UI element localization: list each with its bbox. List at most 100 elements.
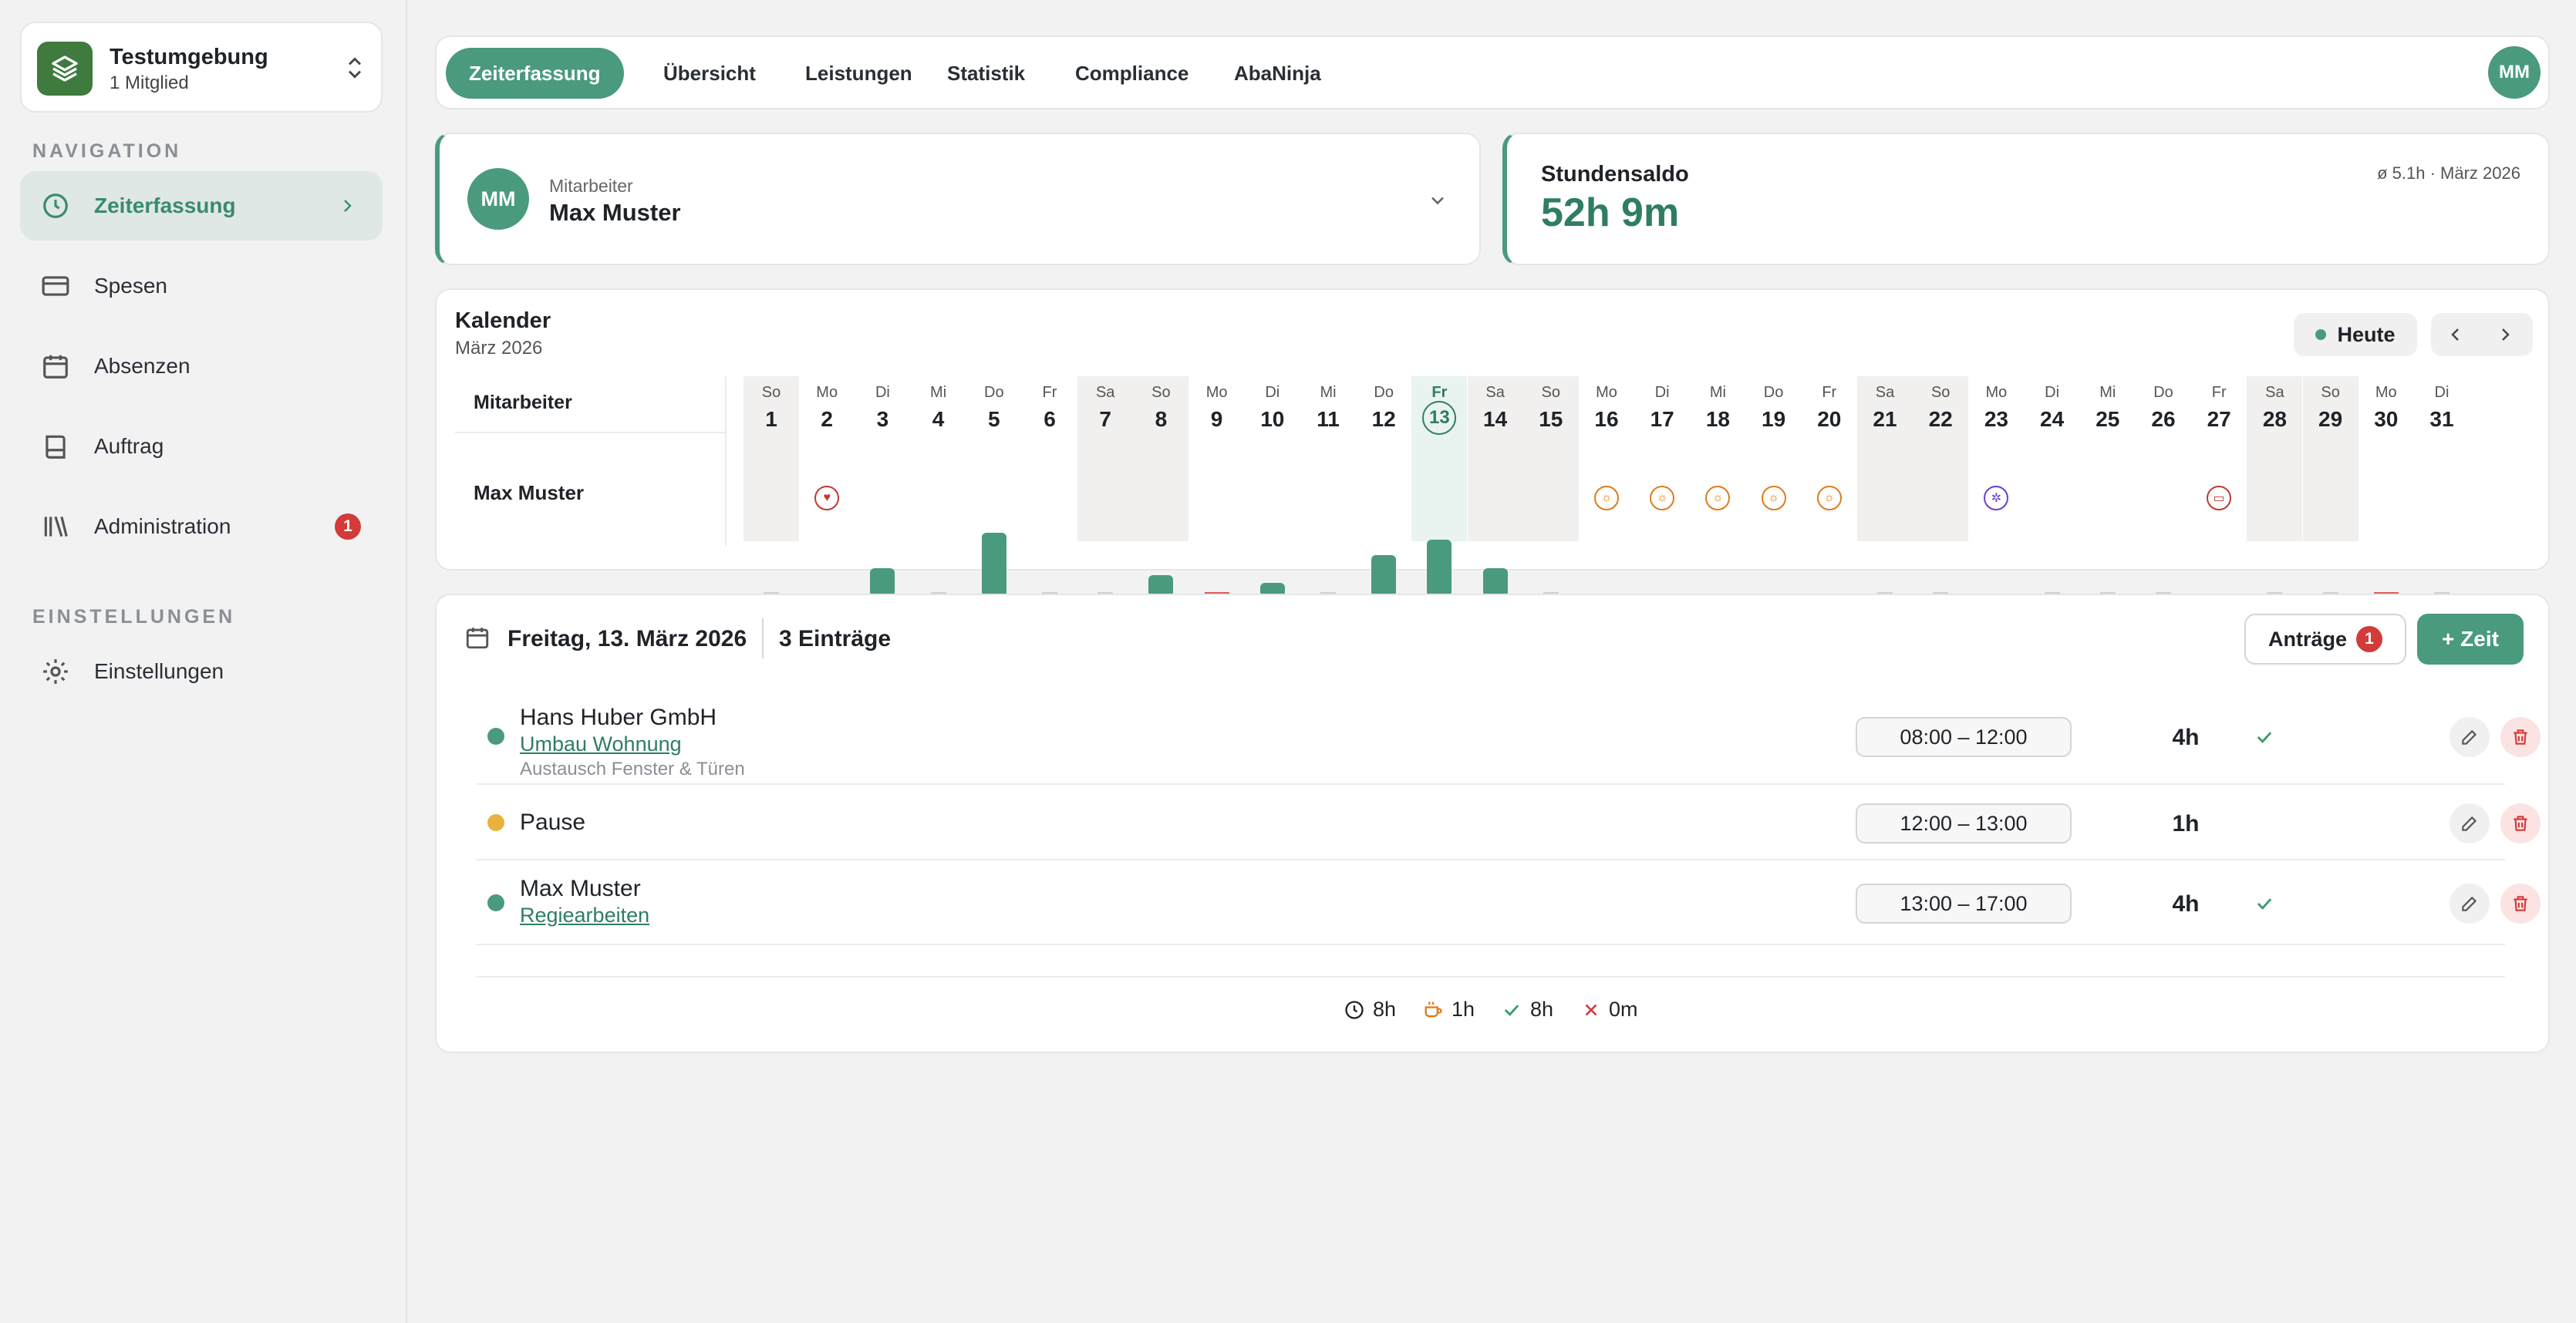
add-time-button[interactable]: + Zeit — [2417, 614, 2524, 665]
tab-zeiterfassung[interactable]: Zeiterfassung — [446, 48, 624, 99]
day-number: 5 — [988, 407, 1000, 431]
summary-approved: 8h — [1501, 998, 1553, 1022]
day-weekday: Mo — [2375, 384, 2397, 401]
gear-icon — [40, 656, 71, 687]
time-entry[interactable]: Pause 12:00 – 13:00 1h — [477, 786, 2541, 860]
calendar-day-4[interactable]: Mi4– — [911, 376, 966, 623]
sidebar-item-absenzen[interactable]: Absenzen — [20, 332, 383, 401]
sidebar-item-einstellungen[interactable]: Einstellungen — [20, 637, 383, 706]
sidebar-item-administration[interactable]: Administration 1 — [20, 492, 383, 561]
delete-entry-button[interactable] — [2500, 884, 2541, 924]
empty-day-marker — [930, 592, 946, 594]
tab-compliance[interactable]: Compliance — [1075, 61, 1189, 85]
sun-icon: ☼ — [1816, 486, 1842, 510]
empty-day-marker — [1042, 592, 1057, 594]
sidebar-item-spesen[interactable]: Spesen — [20, 251, 383, 321]
chevron-right-icon — [344, 200, 352, 212]
day-number: 4 — [932, 407, 945, 431]
day-weekday: Mo — [816, 384, 838, 401]
clock-icon — [1345, 1000, 1364, 1019]
tab-uebersicht[interactable]: Übersicht — [663, 61, 756, 85]
calendar-day-8[interactable]: So83● — [1133, 376, 1189, 623]
sidebar-item-auftrag[interactable]: Auftrag — [20, 412, 383, 481]
day-detail-card: Freitag, 13. März 2026 3 Einträge Anträg… — [435, 594, 2550, 1053]
workspace-switcher[interactable]: Testumgebung 1 Mitglied — [20, 22, 383, 113]
calendar-card: Kalender März 2026 Heute Mitarbeiter Max… — [435, 288, 2550, 623]
empty-day-marker — [2434, 592, 2450, 594]
delete-entry-button[interactable] — [2500, 803, 2541, 843]
day-weekday: Di — [1265, 384, 1280, 401]
employee-name: Max Muster — [549, 199, 681, 226]
sun-icon: ☼ — [1761, 486, 1786, 510]
edit-entry-button[interactable] — [2450, 717, 2490, 757]
day-number: 7 — [1099, 407, 1111, 431]
sidebar-item-zeiterfassung[interactable]: Zeiterfassung — [20, 171, 383, 241]
time-entry[interactable]: Hans Huber GmbH Umbau Wohnung Austausch … — [477, 691, 2541, 785]
entry-project-link[interactable]: Umbau Wohnung — [520, 732, 682, 756]
entry-client: Max Muster — [520, 876, 641, 901]
summary-pause: 1h — [1422, 998, 1475, 1022]
calendar-day-1[interactable]: So1– — [743, 376, 799, 623]
calendar-day-5[interactable]: Do59● — [966, 376, 1022, 623]
calendar-day-12[interactable]: Do125.9 — [1356, 376, 1411, 623]
hours-bar — [1427, 540, 1452, 597]
day-number: 14 — [1483, 407, 1508, 431]
day-number: 10 — [1260, 407, 1285, 431]
user-avatar[interactable]: MM — [2488, 46, 2541, 99]
tab-statistik[interactable]: Statistik — [947, 61, 1026, 85]
chevron-left-icon[interactable] — [2446, 325, 2465, 344]
entry-time-range[interactable]: 12:00 – 13:00 — [1856, 803, 2072, 843]
entry-project-link[interactable]: Regiearbeiten — [520, 904, 650, 927]
employee-selector[interactable]: MM Mitarbeiter Max Muster — [435, 133, 1481, 265]
day-weekday: Do — [1763, 384, 1784, 401]
notification-badge: 1 — [335, 513, 361, 540]
today-button[interactable]: Heute — [2294, 313, 2417, 356]
tab-abaninja[interactable]: AbaNinja — [1234, 61, 1321, 85]
calendar-icon — [466, 628, 489, 649]
summary-total-value: 8h — [1373, 998, 1397, 1021]
empty-day-marker — [1097, 592, 1114, 594]
entry-time-range[interactable]: 08:00 – 12:00 — [1856, 717, 2072, 757]
day-number: 18 — [1705, 407, 1730, 431]
chevron-right-icon[interactable] — [2496, 325, 2514, 344]
calendar-day-9[interactable]: Mo9! — [1189, 376, 1245, 623]
edit-entry-button[interactable] — [2450, 884, 2490, 924]
workspace-name: Testumgebung — [110, 45, 268, 69]
calendar-day-14[interactable]: Sa144 — [1467, 376, 1523, 623]
delete-entry-button[interactable] — [2500, 717, 2541, 757]
coffee-icon — [1425, 1002, 1442, 1017]
entry-time-range[interactable]: 13:00 – 17:00 — [1856, 884, 2072, 924]
calendar-day-7[interactable]: Sa7– — [1077, 376, 1134, 623]
day-number: 16 — [1594, 407, 1619, 431]
calendar-day-2[interactable]: Mo2♥K — [799, 376, 855, 623]
calendar-day-3[interactable]: Di34 — [855, 376, 910, 623]
calendar-day-10[interactable]: Di102 — [1245, 376, 1300, 623]
requests-button[interactable]: Anträge 1 — [2244, 614, 2406, 665]
calendar-day-13[interactable]: Fr138 — [1411, 376, 1468, 623]
edit-entry-button[interactable] — [2450, 803, 2490, 843]
calendar-column-header: Mitarbeiter — [474, 392, 572, 413]
summary-approved-value: 8h — [1530, 998, 1554, 1021]
tab-leistungen[interactable]: Leistungen — [805, 61, 912, 85]
empty-day-marker — [2099, 592, 2116, 594]
time-entry[interactable]: Max Muster Regiearbeiten 13:00 – 17:00 4… — [477, 862, 2541, 945]
calendar-day-6[interactable]: Fr6– — [1022, 376, 1077, 623]
